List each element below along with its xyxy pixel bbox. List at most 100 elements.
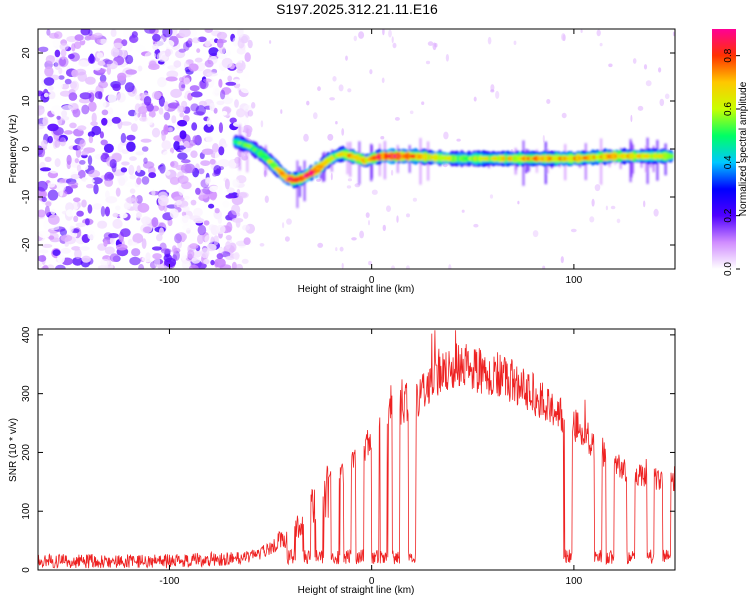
noise-blob	[196, 48, 201, 53]
noise-blob	[216, 38, 224, 48]
noise-blob	[192, 249, 202, 258]
noise-dot	[495, 90, 500, 99]
noise-dot	[282, 222, 285, 229]
noise-blob	[213, 107, 218, 114]
noise-blob	[88, 101, 97, 112]
noise-blob	[238, 191, 249, 199]
noise-blob	[38, 123, 45, 130]
noise-blob	[176, 105, 184, 114]
noise-blob	[235, 62, 244, 69]
noise-dot	[396, 215, 399, 223]
noise-blob	[97, 264, 110, 269]
colorbar-tick-label: 0.6	[723, 102, 734, 116]
noise-blob	[79, 160, 86, 165]
noise-blob	[179, 130, 187, 140]
noise-blob	[126, 134, 136, 141]
noise-blob	[77, 202, 82, 208]
noise-blob	[116, 174, 128, 184]
noise-blob	[81, 199, 87, 208]
colorbar-tick-label: 0.4	[723, 155, 734, 169]
noise-blob	[225, 194, 235, 199]
noise-blob	[174, 233, 182, 244]
noise-blob	[189, 243, 199, 250]
noise-dot	[347, 88, 352, 93]
noise-blob	[81, 104, 90, 115]
noise-dot	[561, 112, 567, 119]
noise-blob	[152, 43, 159, 51]
noise-blob	[213, 165, 222, 175]
noise-blob	[48, 85, 54, 91]
noise-blob	[169, 208, 179, 219]
noise-blob	[138, 263, 145, 269]
noise-blob	[225, 241, 231, 250]
noise-blob	[190, 150, 198, 158]
noise-blob	[232, 179, 240, 188]
noise-blob	[107, 107, 114, 115]
noise-blob	[99, 100, 107, 108]
noise-blob	[76, 210, 84, 217]
noise-dot	[359, 230, 364, 239]
noise-blob	[103, 143, 114, 153]
snr-x-tick-label: 0	[369, 576, 375, 587]
noise-blob	[44, 66, 54, 77]
noise-blob	[90, 121, 98, 126]
noise-blob	[218, 46, 226, 54]
noise-blob	[212, 143, 219, 153]
noise-blob	[233, 252, 240, 260]
noise-dot	[346, 185, 352, 189]
noise-dot	[313, 112, 318, 120]
noise-blob	[240, 83, 252, 94]
noise-blob	[208, 203, 215, 209]
noise-blob	[59, 90, 72, 97]
noise-blob	[39, 190, 48, 199]
noise-blob	[177, 119, 188, 127]
snr-y-label: SNR (10 * v/v)	[8, 418, 19, 482]
noise-blob	[127, 241, 138, 246]
noise-blob	[182, 205, 190, 213]
noise-blob	[183, 77, 190, 85]
noise-blob	[216, 253, 224, 260]
noise-blob	[124, 182, 136, 187]
snr-frame	[37, 328, 676, 571]
noise-dot	[394, 117, 400, 121]
noise-dot	[412, 197, 417, 202]
noise-blob	[136, 211, 142, 219]
noise-blob	[203, 220, 210, 226]
noise-blob	[166, 187, 175, 193]
noise-dot	[260, 120, 264, 128]
noise-dot	[630, 114, 633, 123]
noise-blob	[38, 46, 49, 53]
noise-dot	[247, 110, 254, 117]
noise-dot	[380, 136, 385, 140]
noise-blob	[143, 157, 148, 164]
noise-blob	[107, 93, 117, 104]
noise-blob	[39, 167, 52, 172]
noise-blob	[228, 92, 238, 99]
noise-blob	[163, 124, 169, 135]
noise-blob	[151, 90, 162, 100]
noise-blob	[148, 63, 160, 70]
noise-blob	[69, 225, 74, 233]
noise-blob	[166, 70, 179, 79]
noise-dot	[610, 205, 616, 210]
noise-blob	[54, 139, 61, 148]
noise-blob	[167, 102, 180, 109]
noise-blob	[148, 110, 156, 118]
noise-dot	[659, 98, 665, 107]
noise-blob	[123, 29, 133, 39]
noise-blob	[52, 249, 61, 256]
noise-blob	[232, 37, 239, 47]
noise-dot	[599, 42, 603, 47]
noise-blob	[183, 140, 190, 148]
noise-blob	[125, 69, 137, 75]
noise-blob	[182, 215, 189, 224]
noise-blob	[146, 103, 155, 112]
noise-blob	[63, 130, 73, 135]
noise-dot	[532, 230, 539, 238]
noise-blob	[217, 159, 230, 168]
noise-blob	[204, 40, 211, 47]
noise-blob	[48, 166, 60, 174]
noise-blob	[73, 41, 82, 49]
noise-dot	[517, 200, 520, 205]
noise-blob	[165, 170, 171, 176]
